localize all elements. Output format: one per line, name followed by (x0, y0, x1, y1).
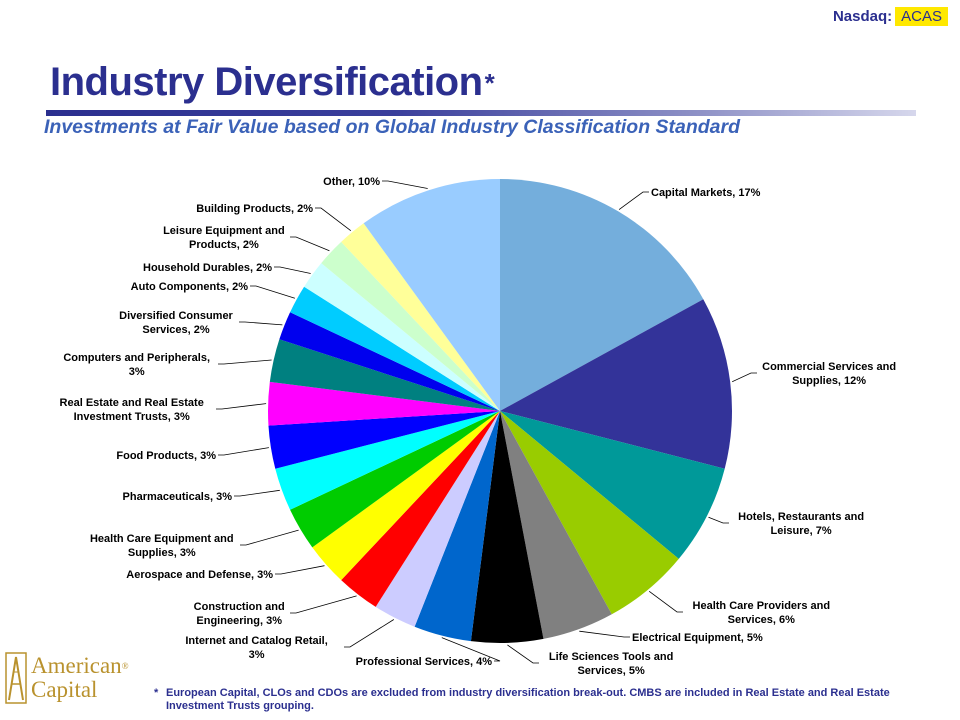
title-footnote-mark: * (484, 68, 495, 98)
slice-label: Computers and Peripherals, 3% (63, 352, 210, 378)
ticker-symbol: ACAS (895, 7, 948, 26)
slice-label: Internet and Catalog Retail, 3% (185, 635, 327, 661)
logo-line-2: Capital (31, 677, 98, 702)
slice-label: Professional Services, 4% (356, 656, 493, 668)
leader-line (218, 359, 272, 365)
leader-line (732, 372, 757, 383)
page-title: Industry Diversification* (50, 60, 495, 105)
ticker: Nasdaq: ACAS (833, 7, 948, 26)
leader-line (290, 236, 330, 252)
leader-line (579, 630, 630, 638)
leader-line (275, 565, 325, 575)
slice-label: Capital Markets, 17% (651, 187, 761, 199)
american-capital-logo: American® Capital (5, 652, 129, 704)
slice-label: Health Care Providers and Services, 6% (693, 600, 831, 626)
pie-slice (414, 411, 500, 642)
pie-slice (290, 286, 500, 411)
leader-line (240, 529, 299, 546)
pie-slice (321, 241, 500, 411)
slice-label: Other, 10% (323, 176, 380, 188)
leader-line (507, 644, 539, 664)
pie-slice (363, 179, 500, 411)
pie-slice (312, 411, 500, 581)
leader-line (290, 595, 357, 614)
leader-line (218, 447, 269, 456)
footnote-mark: * (154, 687, 159, 699)
pie-slice (268, 411, 500, 469)
slice-label: Household Durables, 2% (143, 262, 272, 274)
logo-registered-mark: ® (121, 661, 129, 671)
pie-slice (304, 263, 500, 411)
slice-label: Health Care Equipment and Supplies, 3% (90, 533, 234, 559)
slice-label: Construction and Engineering, 3% (194, 601, 285, 627)
slice-label: Food Products, 3% (116, 450, 216, 462)
leader-line (708, 516, 729, 524)
leader-line (234, 489, 280, 497)
slice-label: Real Estate and Real Estate Investment Tr… (60, 397, 204, 423)
footnote-text: European Capital, CLOs and CDOs are excl… (166, 687, 890, 712)
slice-label: Hotels, Restaurants and Leisure, 7% (738, 511, 864, 537)
logo-line-1: American (31, 653, 122, 678)
leader-line (274, 266, 311, 274)
pie-slice (500, 299, 732, 469)
pie-slice (500, 179, 704, 411)
logo-emblem-icon (5, 652, 27, 704)
leader-line (250, 285, 296, 299)
slice-label: Electrical Equipment, 5% (632, 632, 763, 644)
leader-line (239, 321, 283, 326)
leader-line (382, 180, 428, 189)
leader-line (441, 637, 501, 662)
slice-label: Pharmaceuticals, 3% (123, 491, 233, 503)
leader-line (216, 403, 267, 410)
leader-line (648, 590, 683, 613)
pie-slice (275, 411, 500, 510)
pie-slice (268, 381, 500, 426)
pie-slice (500, 411, 612, 639)
slice-label: Life Sciences Tools and Services, 5% (549, 651, 674, 677)
leader-line (315, 207, 352, 232)
pie-slice (341, 411, 500, 607)
pie-slice (470, 411, 544, 643)
slice-label: Auto Components, 2% (131, 281, 249, 293)
leader-line (344, 619, 395, 648)
pie-slice (341, 223, 500, 411)
pie-slice (290, 411, 500, 548)
pie-slice (500, 411, 679, 615)
pie-slice (279, 312, 500, 411)
slice-label: Diversified Consumer Services, 2% (119, 310, 233, 336)
slice-label: Building Products, 2% (196, 203, 313, 215)
logo-wordmark: American® Capital (31, 654, 129, 702)
pie-slice (269, 339, 500, 411)
page-subtitle: Investments at Fair Value based on Globa… (44, 116, 741, 138)
leader-line (618, 191, 649, 210)
ticker-label: Nasdaq: (832, 8, 893, 25)
slice-label: Leisure Equipment and Products, 2% (163, 225, 285, 251)
slice-label: Aerospace and Defense, 3% (126, 569, 273, 581)
pie-slice (375, 411, 500, 627)
footnote: * European Capital, CLOs and CDOs are ex… (154, 687, 944, 713)
title-underline (46, 110, 916, 116)
pie-slice (500, 411, 725, 559)
slice-label: Commercial Services and Supplies, 12% (762, 361, 896, 387)
page-title-text: Industry Diversification (50, 60, 483, 104)
